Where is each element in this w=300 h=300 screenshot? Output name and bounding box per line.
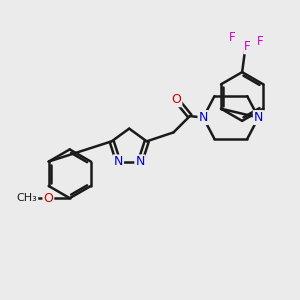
Text: F: F [228, 31, 235, 44]
Text: O: O [44, 192, 53, 205]
Text: N: N [199, 111, 208, 124]
Text: F: F [244, 40, 251, 53]
Text: N: N [254, 111, 263, 124]
Text: N: N [135, 155, 145, 168]
Text: F: F [257, 35, 264, 48]
Text: O: O [172, 93, 182, 106]
Text: CH₃: CH₃ [16, 193, 37, 203]
Text: N: N [114, 155, 123, 168]
